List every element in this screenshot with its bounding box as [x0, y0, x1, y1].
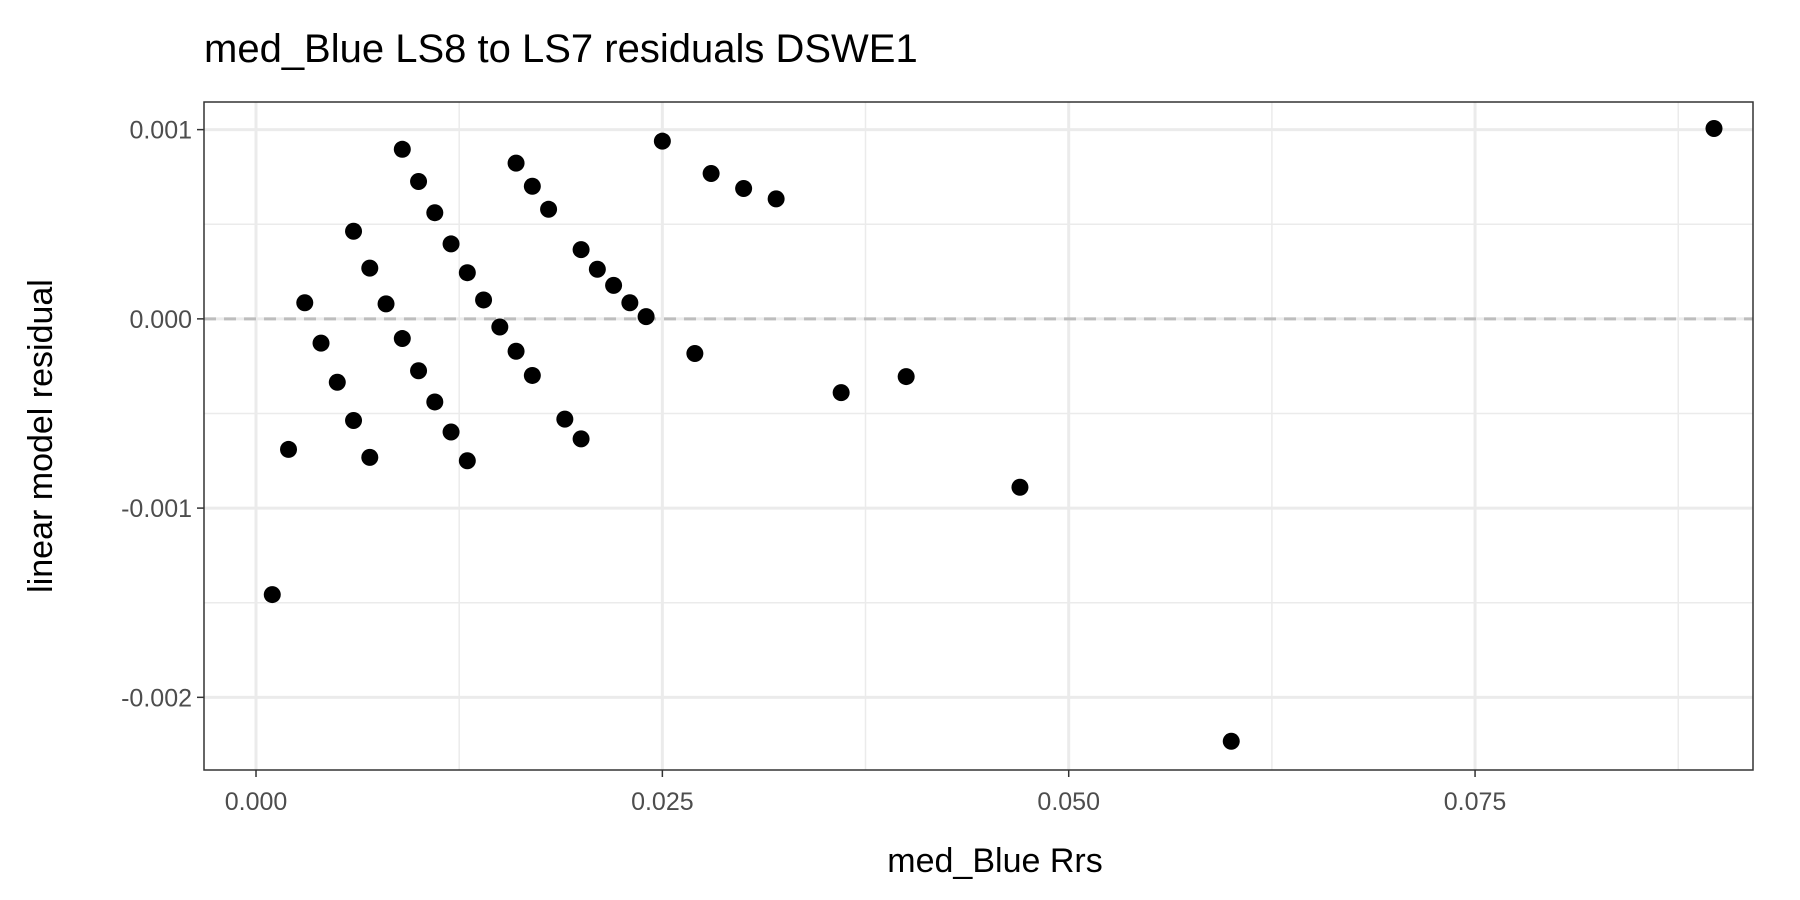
data-point	[1705, 119, 1723, 137]
chart-title: med_Blue LS8 to LS7 residuals DSWE1	[204, 27, 918, 71]
data-point	[507, 342, 525, 360]
y-tick-label: 0.001	[129, 117, 192, 145]
data-point	[280, 440, 298, 458]
data-point	[491, 318, 509, 336]
x-tick-label: 0.025	[631, 788, 694, 816]
data-point	[637, 308, 655, 326]
data-point	[702, 165, 720, 183]
data-point	[312, 334, 330, 352]
data-point	[361, 259, 379, 277]
data-point	[540, 200, 558, 218]
data-point	[523, 177, 541, 195]
data-point	[572, 241, 590, 259]
data-point	[458, 264, 476, 282]
y-axis-title: linear model residual	[22, 279, 60, 593]
data-point	[556, 410, 574, 428]
ticks: 0.000 0.025 0.050 0.075 0.001 0.000 -0.001 -0.0…	[121, 117, 1506, 816]
data-point	[377, 295, 395, 313]
data-point	[328, 373, 346, 391]
data-point	[426, 204, 444, 222]
data-point	[458, 452, 476, 470]
grid	[204, 102, 1753, 770]
y-tick-label: 0.000	[129, 306, 192, 334]
data-point	[507, 154, 525, 172]
data-point	[621, 294, 639, 312]
data-point	[442, 423, 460, 441]
panel-border	[203, 101, 1754, 771]
data-point	[345, 411, 363, 429]
data-point	[410, 172, 428, 190]
data-point	[361, 448, 379, 466]
data-point	[653, 132, 671, 150]
y-tick-label: -0.002	[121, 684, 192, 712]
data-point	[605, 276, 623, 294]
data-point	[1011, 478, 1029, 496]
data-point	[686, 344, 704, 362]
data-point	[393, 330, 411, 348]
data-point	[523, 366, 541, 384]
data-point	[588, 260, 606, 278]
data-point	[393, 140, 411, 158]
data-point	[442, 235, 460, 253]
data-point	[572, 430, 590, 448]
x-axis-title: med_Blue Rrs	[887, 842, 1102, 880]
data-point	[263, 586, 281, 604]
data-point	[897, 368, 915, 386]
data-point	[296, 294, 314, 312]
data-point	[345, 222, 363, 240]
y-tick-label: -0.001	[121, 495, 192, 523]
points	[263, 119, 1723, 750]
data-point	[410, 362, 428, 380]
data-point	[767, 190, 785, 208]
data-point	[475, 291, 493, 309]
data-point	[735, 179, 753, 197]
x-tick-label: 0.000	[225, 788, 288, 816]
x-tick-label: 0.075	[1444, 788, 1507, 816]
data-point	[426, 393, 444, 411]
x-tick-label: 0.050	[1037, 788, 1100, 816]
data-point	[1222, 732, 1240, 750]
data-point	[832, 384, 850, 402]
